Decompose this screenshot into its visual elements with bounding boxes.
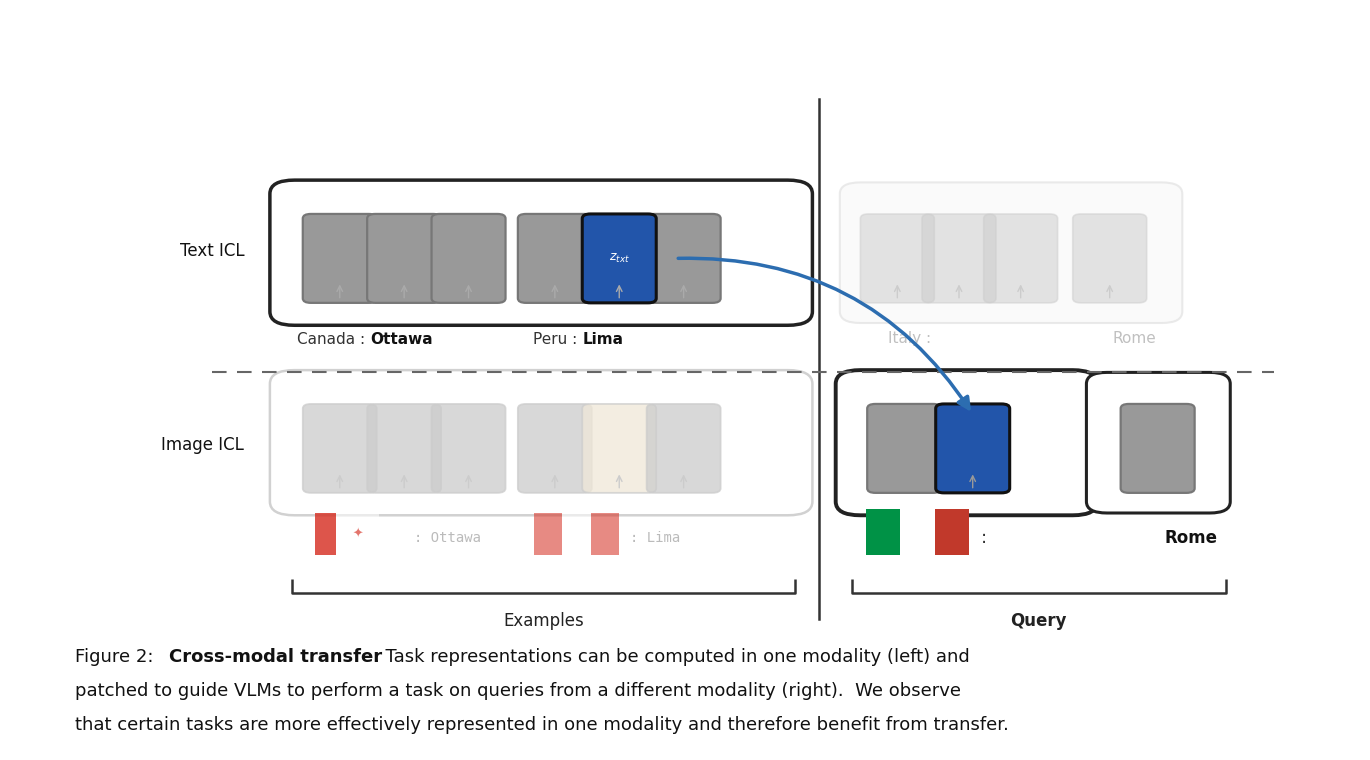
Text: : Lima: : Lima: [630, 531, 681, 545]
Bar: [900, 509, 934, 555]
FancyBboxPatch shape: [518, 404, 592, 493]
Text: Figure 2:: Figure 2:: [75, 648, 159, 666]
FancyBboxPatch shape: [432, 214, 506, 302]
FancyBboxPatch shape: [582, 404, 656, 493]
Text: Text ICL: Text ICL: [179, 242, 245, 260]
Text: Examples: Examples: [504, 612, 584, 630]
FancyBboxPatch shape: [518, 214, 592, 302]
Bar: [592, 513, 619, 555]
FancyBboxPatch shape: [647, 404, 721, 493]
Text: Peru :: Peru :: [533, 332, 582, 347]
FancyBboxPatch shape: [582, 214, 656, 302]
FancyBboxPatch shape: [1086, 372, 1230, 513]
FancyBboxPatch shape: [270, 180, 812, 325]
Bar: [534, 513, 562, 555]
Text: ✦: ✦: [352, 527, 363, 540]
Text: Query: Query: [1010, 612, 1067, 630]
FancyBboxPatch shape: [303, 214, 377, 302]
FancyBboxPatch shape: [922, 214, 996, 302]
FancyBboxPatch shape: [936, 404, 1010, 493]
Bar: [866, 509, 900, 555]
FancyBboxPatch shape: [1121, 404, 1195, 493]
Bar: [562, 513, 592, 555]
FancyBboxPatch shape: [867, 404, 941, 493]
Text: Canada :: Canada :: [297, 332, 370, 347]
Text: Rome: Rome: [1164, 529, 1218, 547]
Text: $z_{txt}$: $z_{txt}$: [608, 252, 630, 265]
Text: : Ottawa: : Ottawa: [414, 531, 481, 545]
FancyBboxPatch shape: [836, 370, 1097, 515]
FancyBboxPatch shape: [860, 214, 934, 302]
FancyBboxPatch shape: [1073, 214, 1147, 302]
Text: Rome: Rome: [1112, 331, 1156, 346]
Text: Ottawa: Ottawa: [370, 332, 433, 347]
FancyBboxPatch shape: [367, 404, 441, 493]
FancyBboxPatch shape: [303, 404, 377, 493]
Text: Cross-modal transfer: Cross-modal transfer: [169, 648, 382, 666]
Text: . Task representations can be computed in one modality (left) and: . Task representations can be computed i…: [374, 648, 970, 666]
Text: :: :: [981, 529, 986, 547]
Text: that certain tasks are more effectively represented in one modality and therefor: that certain tasks are more effectively …: [75, 716, 1010, 734]
FancyBboxPatch shape: [984, 214, 1058, 302]
FancyBboxPatch shape: [367, 214, 441, 302]
FancyBboxPatch shape: [647, 214, 721, 302]
Text: Italy :: Italy :: [888, 331, 930, 346]
Text: patched to guide VLMs to perform a task on queries from a different modality (ri: patched to guide VLMs to perform a task …: [75, 682, 962, 700]
FancyBboxPatch shape: [432, 404, 506, 493]
Bar: [336, 513, 378, 555]
FancyBboxPatch shape: [270, 370, 812, 515]
Bar: [315, 513, 336, 555]
Bar: [934, 509, 969, 555]
Text: Image ICL: Image ICL: [162, 435, 244, 454]
Text: Lima: Lima: [582, 332, 623, 347]
FancyBboxPatch shape: [840, 182, 1182, 323]
Bar: [315, 513, 336, 555]
